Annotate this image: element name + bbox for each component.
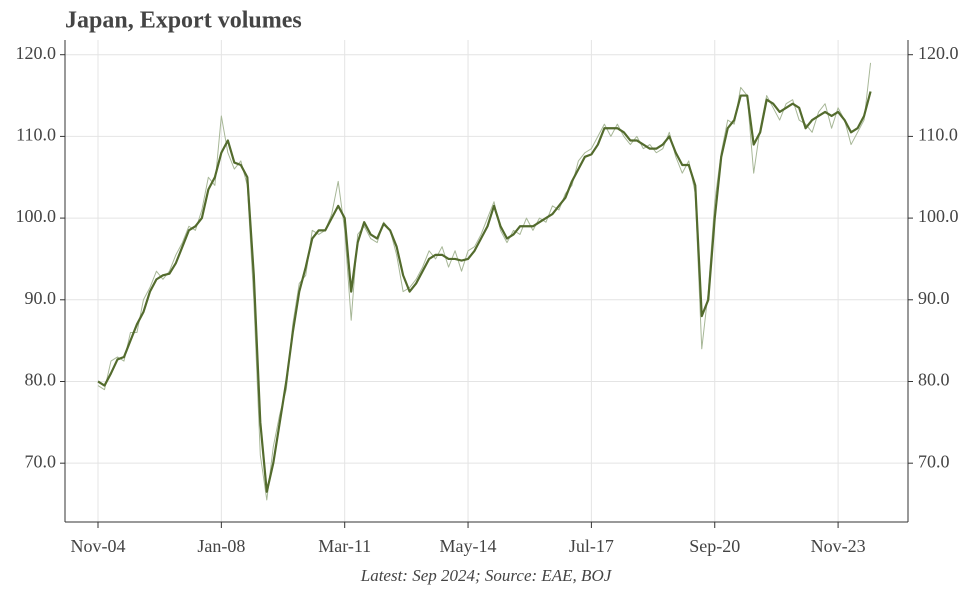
x-tick-label: Sep-20 [689, 536, 740, 556]
plot-area [97, 62, 872, 501]
series-line [97, 91, 872, 493]
x-tick-label: Nov-23 [811, 536, 866, 556]
y2-tick-label: 110.0 [918, 125, 958, 145]
y-tick-label: 100.0 [16, 206, 57, 226]
chart-title: Japan, Export volumes [65, 8, 302, 34]
x-tick-label: Jan-08 [197, 536, 245, 556]
series-line [97, 62, 872, 501]
y2-tick-label: 90.0 [918, 288, 950, 308]
y-tick-label: 80.0 [25, 370, 57, 390]
y-tick-label: 120.0 [16, 43, 57, 63]
y-tick-label: 70.0 [25, 451, 57, 471]
x-tick-label: Mar-11 [318, 536, 371, 556]
axes: 70.0 70.0 80.0 80.0 90.0 90.0 100.0 100.0 110.0 1… [16, 40, 959, 556]
y2-tick-label: 70.0 [918, 451, 950, 471]
y-tick-label: 90.0 [25, 288, 57, 308]
y2-tick-label: 80.0 [918, 370, 950, 390]
y-tick-label: 110.0 [16, 125, 56, 145]
x-tick-label: May-14 [440, 536, 497, 556]
x-tick-label: Nov-04 [71, 536, 126, 556]
y2-tick-label: 120.0 [918, 43, 959, 63]
footnote: Latest: Sep 2024; Source: EAE, BOJ [360, 566, 613, 585]
y2-tick-label: 100.0 [918, 206, 959, 226]
grid [65, 40, 908, 522]
x-tick-label: Jul-17 [569, 536, 614, 556]
